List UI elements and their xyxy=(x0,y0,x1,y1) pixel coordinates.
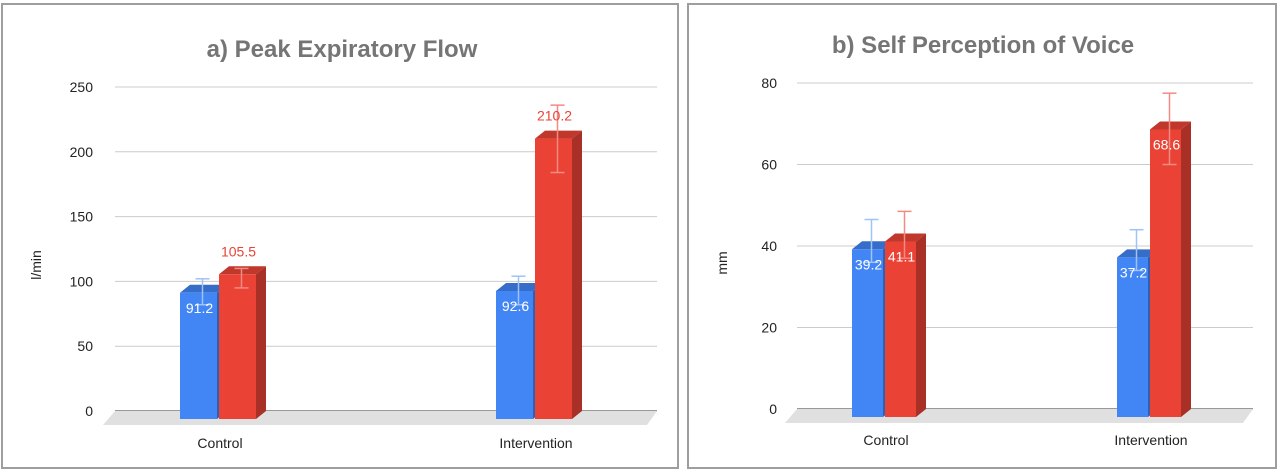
bar-top xyxy=(1117,249,1158,258)
y-tick-label: 40 xyxy=(761,238,777,254)
x-category-label: Control xyxy=(197,435,242,451)
bar-top xyxy=(885,233,926,242)
chart-panel-peak-expiratory-flow: a) Peak Expiratory Flow l/min 0 50 100 150 2… xyxy=(1,3,679,469)
data-label: 68.6 xyxy=(1153,136,1180,152)
bar-top xyxy=(180,284,227,293)
bar-side xyxy=(256,266,266,419)
chart-svg-peak-expiratory-flow: a) Peak Expiratory Flow l/min 0 50 100 150 2… xyxy=(28,36,657,451)
data-label: 105.5 xyxy=(221,243,256,259)
y-tick-label: 200 xyxy=(70,144,94,160)
bar-side xyxy=(572,130,582,419)
x-category-label: Control xyxy=(863,432,908,448)
y-tick-label: 60 xyxy=(761,157,777,173)
y-tick-label: 100 xyxy=(70,273,94,289)
bar-top xyxy=(496,282,543,291)
bar xyxy=(885,241,916,417)
bar-top xyxy=(852,241,893,250)
bar xyxy=(852,249,883,417)
bar xyxy=(1150,129,1181,417)
bar-top xyxy=(1150,121,1191,130)
y-tick-label: 20 xyxy=(761,320,777,336)
y-axis-label: l/min xyxy=(28,250,44,280)
chart-svg-self-perception-of-voice: b) Self Perception of Voice mm 0 20 40 60 80… xyxy=(714,32,1253,448)
chart-title: a) Peak Expiratory Flow xyxy=(207,36,478,63)
chart-panel-self-perception-of-voice: b) Self Perception of Voice mm 0 20 40 60 80… xyxy=(687,3,1277,469)
bar-side xyxy=(916,233,926,417)
data-label: 41.1 xyxy=(888,249,915,265)
y-tick-label: 250 xyxy=(70,79,94,95)
bar xyxy=(219,274,256,419)
bar xyxy=(535,138,572,419)
bar-side xyxy=(1181,121,1191,417)
data-label: 92.6 xyxy=(502,298,529,314)
x-category-label: Intervention xyxy=(499,435,572,451)
data-label: 91.2 xyxy=(186,300,213,316)
bar xyxy=(180,292,217,419)
y-tick-label: 50 xyxy=(77,338,93,354)
data-label: 37.2 xyxy=(1120,264,1147,280)
bar-top xyxy=(535,130,582,139)
data-label: 210.2 xyxy=(537,108,572,124)
y-tick-label: 80 xyxy=(761,75,777,91)
data-label: 39.2 xyxy=(855,256,882,272)
bar-top xyxy=(219,266,266,275)
y-tick-label: 0 xyxy=(769,401,777,417)
y-axis-label: mm xyxy=(714,251,730,274)
bar xyxy=(1117,257,1148,417)
y-tick-label: 0 xyxy=(85,403,93,419)
bar xyxy=(496,290,533,419)
x-category-label: Intervention xyxy=(1114,432,1187,448)
chart-title: b) Self Perception of Voice xyxy=(832,32,1134,59)
y-tick-label: 150 xyxy=(70,209,94,225)
